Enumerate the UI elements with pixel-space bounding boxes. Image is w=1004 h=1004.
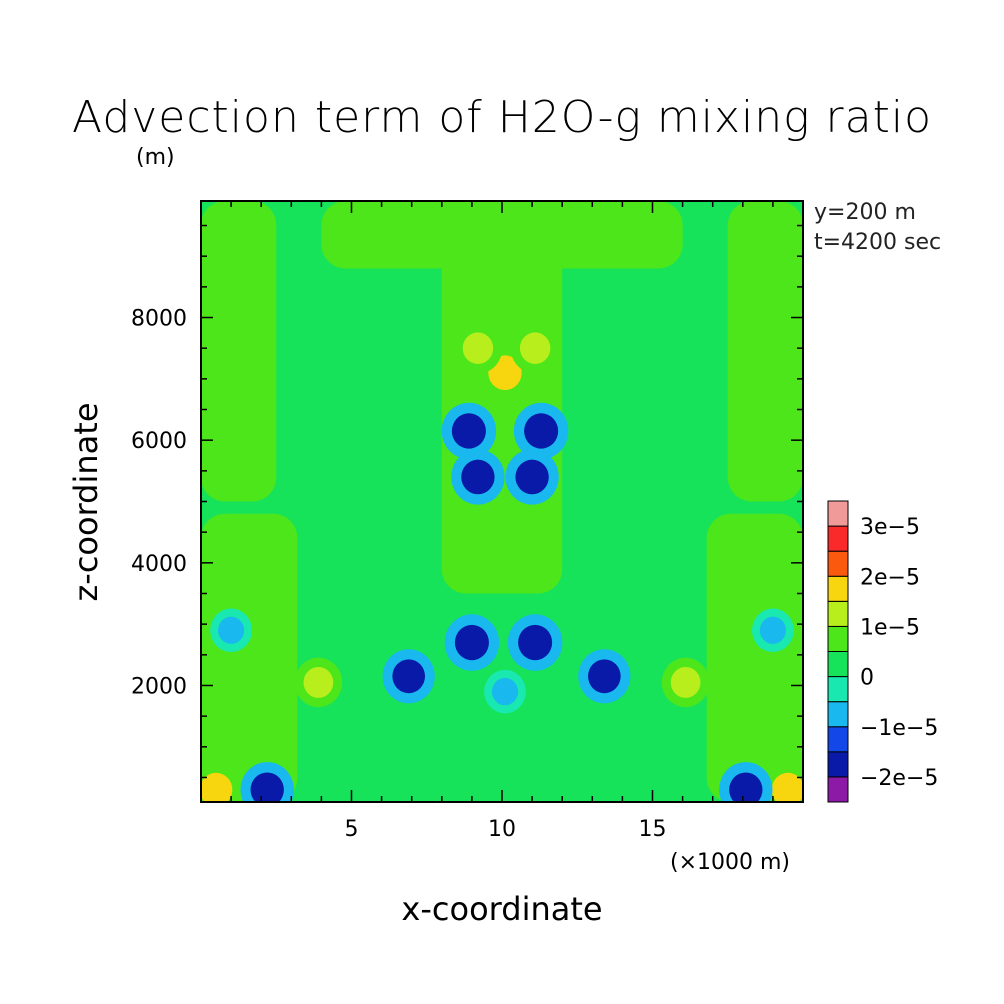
field-spot-9: [771, 772, 803, 802]
field-spot-25: [759, 616, 786, 644]
y-tick-label: 4000: [131, 552, 187, 577]
field-region-3: [727, 201, 803, 502]
colorbar-tick-label: 3e−5: [860, 515, 920, 540]
field-spot-24: [218, 616, 245, 644]
colorbar-cell: [827, 751, 849, 778]
colorbar: −2e−5 −1e−5 0 1e−5 2e−5 3e−5: [827, 500, 938, 803]
colorbar-cell: [827, 500, 849, 527]
field-spot-15: [461, 459, 495, 495]
field-spot-17: [454, 624, 489, 661]
colorbar-cell: [827, 525, 849, 552]
field-spot-8: [201, 772, 233, 802]
annotation-time: t=4200 sec: [814, 230, 942, 255]
colorbar-cell: [827, 701, 849, 728]
y-unit-label: (m): [136, 145, 175, 170]
colorbar-cell: [827, 600, 849, 627]
x-tick-label: 5: [345, 817, 359, 842]
field-spot-23: [729, 772, 763, 802]
colorbar-tick-label: −2e−5: [860, 766, 938, 791]
y-tick-label: 2000: [131, 674, 187, 699]
field-region-1: [706, 513, 803, 802]
x-tick-label: 10: [488, 817, 516, 842]
field-spot-12: [519, 332, 551, 365]
contour-field: [201, 201, 803, 802]
field-spot-21: [491, 677, 519, 706]
field-spot-6: [303, 666, 334, 698]
field-spot-22: [250, 772, 284, 802]
field-region-5: [321, 201, 683, 269]
colorbar-cell: [827, 550, 849, 577]
field-spot-20: [588, 659, 621, 694]
field-spot-18: [518, 624, 553, 661]
colorbar-cell: [827, 776, 849, 803]
chart-title: Advection term of H2O-g mixing ratio: [72, 92, 932, 143]
colorbar-cell: [827, 575, 849, 602]
field-spot-11: [462, 332, 494, 365]
plot-axes: 5 10 15 2000 4000 6000 8000: [131, 200, 804, 842]
colorbar-tick-label: −1e−5: [860, 716, 938, 741]
y-tick-label: 6000: [131, 429, 187, 454]
x-unit-label: (×1000 m): [670, 850, 791, 875]
field-spot-13: [451, 413, 486, 449]
field-region-0: [201, 513, 298, 802]
field-spot-16: [515, 459, 549, 495]
annotation-y-position: y=200 m: [814, 200, 916, 225]
field-region-2: [201, 201, 277, 502]
x-tick-label: 15: [639, 817, 667, 842]
colorbar-tick-label: 0: [860, 666, 874, 691]
y-tick-label: 8000: [131, 307, 187, 332]
field-spot-19: [392, 659, 426, 694]
field-spot-14: [524, 413, 559, 449]
colorbar-cell: [827, 676, 849, 703]
colorbar-tick-label: 2e−5: [860, 565, 920, 590]
colorbar-cell: [827, 651, 849, 678]
colorbar-tick-label: 1e−5: [860, 615, 920, 640]
x-axis-label: x-coordinate: [401, 890, 603, 928]
colorbar-cell: [827, 625, 849, 653]
field-spot-7: [670, 666, 701, 698]
colorbar-cell: [827, 726, 849, 753]
